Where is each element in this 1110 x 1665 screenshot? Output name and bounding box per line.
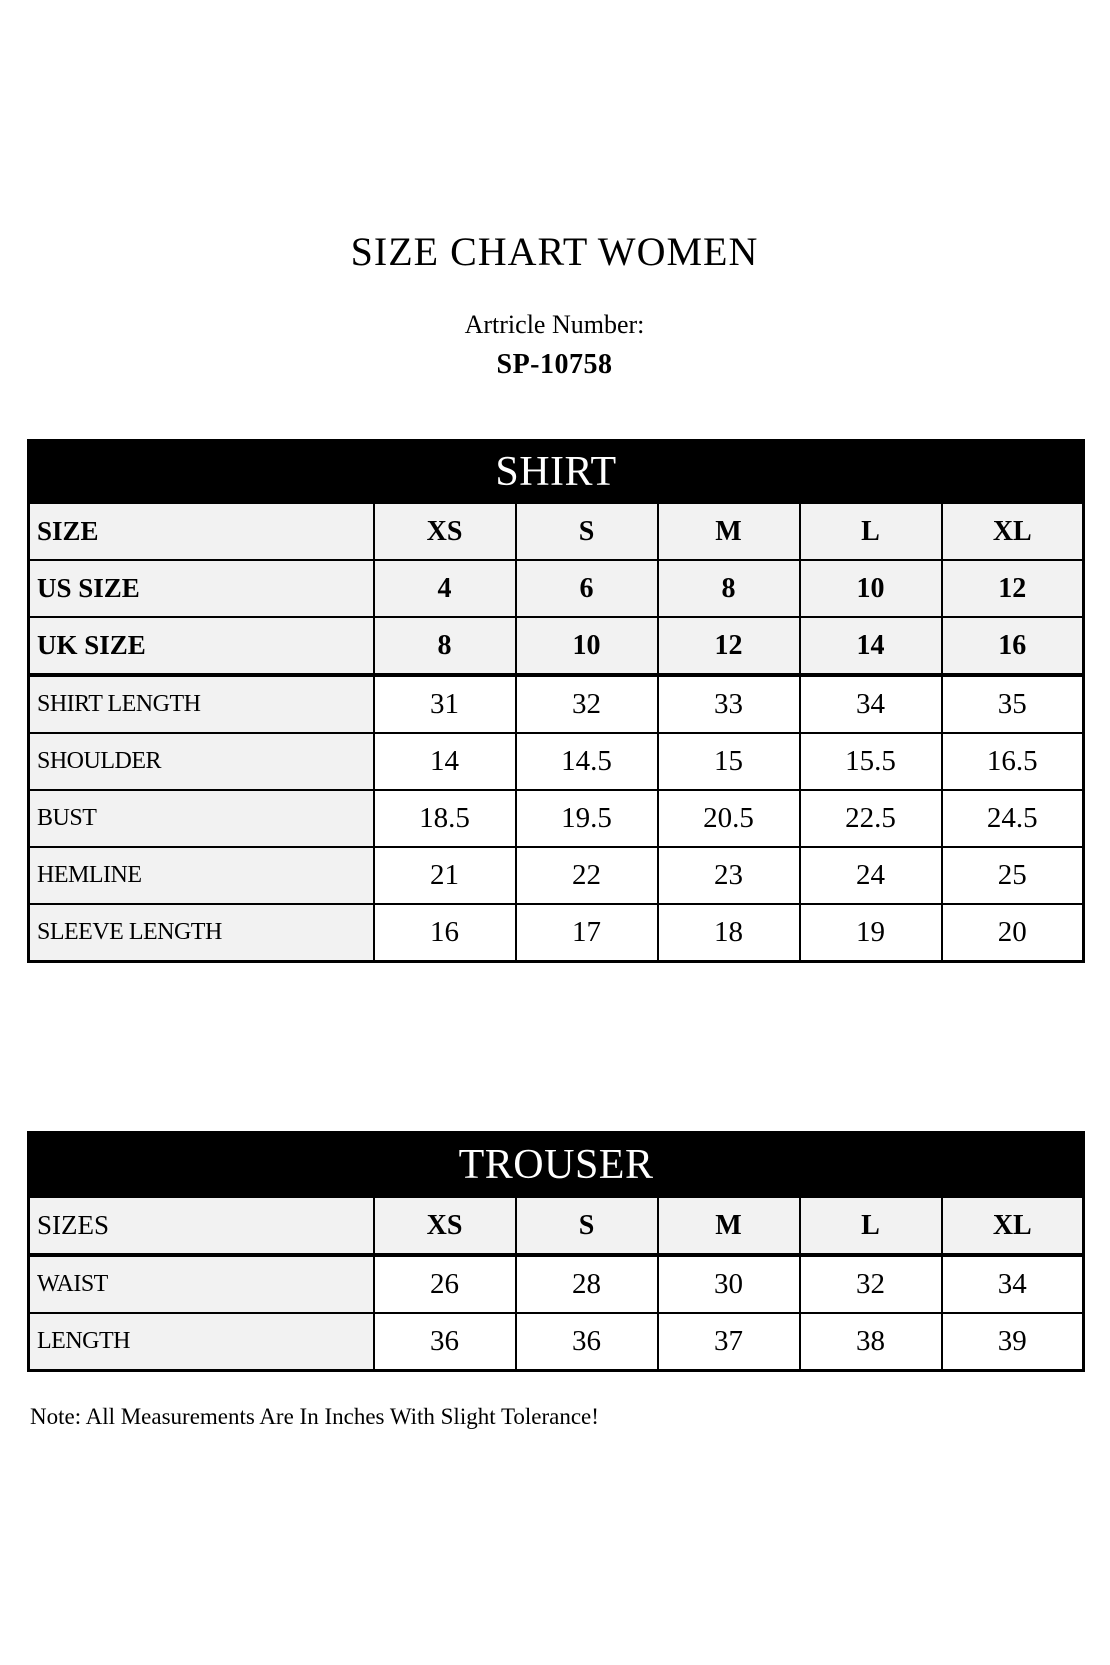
table-row: LENGTH 36 36 37 38 39 xyxy=(27,1312,1085,1372)
row-label-cell: SHIRT LENGTH xyxy=(27,673,375,734)
value-cell: 14 xyxy=(798,616,943,676)
shirt-size-table: SHIRT SIZE XS S M L XL US SIZE 4 6 8 10 … xyxy=(27,439,1086,963)
value-cell: 34 xyxy=(940,1253,1085,1314)
column-header-cell: S xyxy=(514,1196,659,1256)
value-cell: 19 xyxy=(798,903,943,963)
table-caption-row: SHIRT xyxy=(27,439,1085,504)
value-cell: 10 xyxy=(514,616,659,676)
table-row: SHIRT LENGTH 31 32 33 34 35 xyxy=(27,673,1085,734)
table-row: SLEEVE LENGTH 16 17 18 19 20 xyxy=(27,903,1085,963)
row-label-cell: WAIST xyxy=(27,1253,375,1314)
row-label-cell: SIZE xyxy=(27,502,375,561)
value-cell: 23 xyxy=(656,846,801,905)
value-cell: 32 xyxy=(798,1253,943,1314)
column-header-cell: M xyxy=(656,502,801,561)
value-cell: 34 xyxy=(798,673,943,734)
measurement-note: Note: All Measurements Are In Inches Wit… xyxy=(30,1404,599,1429)
row-label-cell: BUST xyxy=(27,789,375,848)
value-cell: 16 xyxy=(372,903,517,963)
value-cell: 20.5 xyxy=(656,789,801,848)
value-cell: 16.5 xyxy=(940,732,1085,791)
value-cell: 38 xyxy=(798,1312,943,1372)
page-title: SIZE CHART WOMEN xyxy=(350,229,759,274)
value-cell: 37 xyxy=(656,1312,801,1372)
value-cell: 12 xyxy=(940,559,1085,618)
row-label-cell: SHOULDER xyxy=(27,732,375,791)
value-cell: 20 xyxy=(940,903,1085,963)
value-cell: 25 xyxy=(940,846,1085,905)
column-header-cell: L xyxy=(798,1196,943,1256)
table-row: UK SIZE 8 10 12 14 16 xyxy=(27,616,1085,676)
table-row: SIZES XS S M L XL xyxy=(27,1196,1085,1256)
row-label-cell: LENGTH xyxy=(27,1312,375,1372)
value-cell: 26 xyxy=(372,1253,517,1314)
table-row: BUST 18.5 19.5 20.5 22.5 24.5 xyxy=(27,789,1085,848)
value-cell: 36 xyxy=(514,1312,659,1372)
column-header-cell: XS xyxy=(372,502,517,561)
value-cell: 24.5 xyxy=(940,789,1085,848)
table-row: SIZE XS S M L XL xyxy=(27,502,1085,561)
value-cell: 8 xyxy=(372,616,517,676)
row-label-cell: SLEEVE LENGTH xyxy=(27,903,375,963)
value-cell: 22.5 xyxy=(798,789,943,848)
table-caption-row: TROUSER xyxy=(27,1131,1085,1198)
column-header-cell: XL xyxy=(940,1196,1085,1256)
value-cell: 16 xyxy=(940,616,1085,676)
value-cell: 10 xyxy=(798,559,943,618)
value-cell: 15 xyxy=(656,732,801,791)
shirt-table-caption: SHIRT xyxy=(27,439,1085,504)
column-header-cell: S xyxy=(514,502,659,561)
column-header-cell: M xyxy=(656,1196,801,1256)
value-cell: 14 xyxy=(372,732,517,791)
column-header-cell: L xyxy=(798,502,943,561)
row-label-cell: SIZES xyxy=(27,1196,375,1256)
table-row: SHOULDER 14 14.5 15 15.5 16.5 xyxy=(27,732,1085,791)
value-cell: 21 xyxy=(372,846,517,905)
value-cell: 35 xyxy=(940,673,1085,734)
value-cell: 36 xyxy=(372,1312,517,1372)
article-number-label: Artricle Number: xyxy=(464,310,645,339)
value-cell: 33 xyxy=(656,673,801,734)
value-cell: 8 xyxy=(656,559,801,618)
row-label-cell: HEMLINE xyxy=(27,846,375,905)
trouser-table-caption: TROUSER xyxy=(27,1131,1085,1198)
value-cell: 6 xyxy=(514,559,659,618)
article-number-value: SP-10758 xyxy=(496,349,613,380)
table-row: WAIST 26 28 30 32 34 xyxy=(27,1253,1085,1314)
value-cell: 22 xyxy=(514,846,659,905)
value-cell: 31 xyxy=(372,673,517,734)
value-cell: 24 xyxy=(798,846,943,905)
value-cell: 28 xyxy=(514,1253,659,1314)
value-cell: 30 xyxy=(656,1253,801,1314)
row-label-cell: US SIZE xyxy=(27,559,375,618)
table-row: US SIZE 4 6 8 10 12 xyxy=(27,559,1085,618)
trouser-size-table: TROUSER SIZES XS S M L XL WAIST 26 28 30… xyxy=(27,1131,1086,1372)
value-cell: 14.5 xyxy=(514,732,659,791)
row-label-cell: UK SIZE xyxy=(27,616,375,676)
value-cell: 19.5 xyxy=(514,789,659,848)
value-cell: 15.5 xyxy=(798,732,943,791)
column-header-cell: XS xyxy=(372,1196,517,1256)
table-row: HEMLINE 21 22 23 24 25 xyxy=(27,846,1085,905)
value-cell: 39 xyxy=(940,1312,1085,1372)
value-cell: 4 xyxy=(372,559,517,618)
value-cell: 12 xyxy=(656,616,801,676)
value-cell: 18 xyxy=(656,903,801,963)
value-cell: 17 xyxy=(514,903,659,963)
value-cell: 32 xyxy=(514,673,659,734)
column-header-cell: XL xyxy=(940,502,1085,561)
value-cell: 18.5 xyxy=(372,789,517,848)
